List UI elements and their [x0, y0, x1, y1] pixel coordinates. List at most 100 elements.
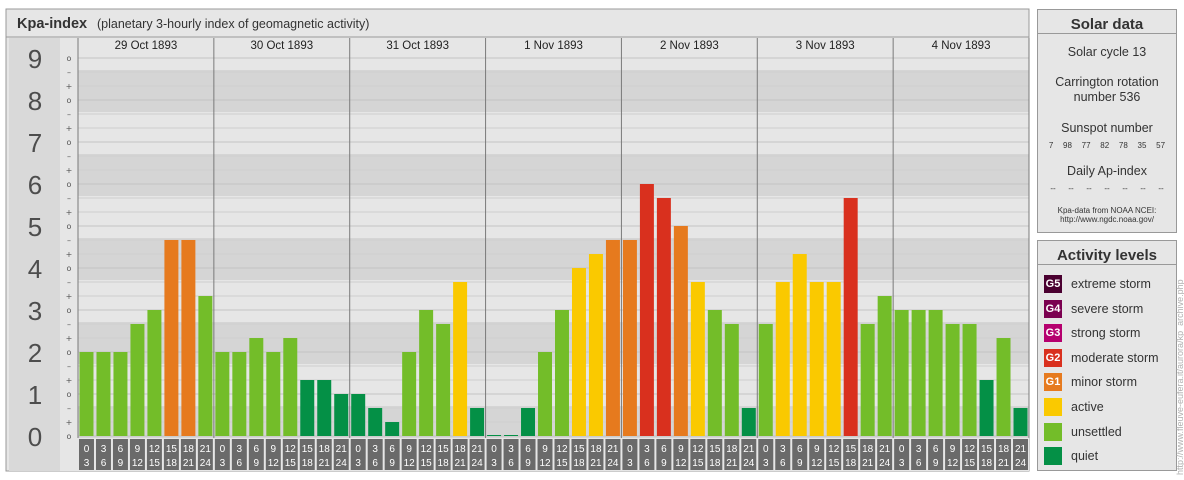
time-slot-start: 15 — [709, 444, 721, 455]
time-slot-box — [962, 439, 978, 470]
kp-bar — [979, 380, 994, 436]
y-axis-strip — [9, 38, 60, 471]
time-slot-start: 15 — [573, 444, 585, 455]
time-slot-box — [537, 439, 553, 470]
time-slot-box — [316, 439, 332, 470]
time-slot-end: 21 — [590, 458, 602, 469]
time-slot-box — [707, 439, 723, 470]
kp-bar — [368, 407, 383, 436]
day-label: 4 Nov 1893 — [932, 40, 991, 52]
legend-item: G2 moderate storm — [1044, 348, 1159, 368]
time-slot-start: 21 — [1015, 444, 1027, 455]
time-slot-end: 9 — [389, 458, 395, 469]
time-slot-box — [673, 439, 689, 470]
time-slot-start: 18 — [998, 444, 1010, 455]
y-subtick-label: – — [67, 152, 71, 161]
time-slot-end: 21 — [726, 458, 738, 469]
time-slot-box — [1013, 439, 1028, 470]
y-tick-label: 5 — [28, 212, 42, 242]
kp-bar — [724, 323, 739, 436]
kp-bar — [860, 323, 875, 436]
time-slot-start: 0 — [84, 444, 90, 455]
legend-swatch: G2 — [1044, 348, 1062, 367]
ap-value: -- — [1068, 184, 1074, 193]
time-slot-box — [588, 439, 604, 470]
legend-label: extreme storm — [1071, 277, 1151, 291]
daily-ap-values: -- -- -- -- -- -- -- — [1038, 184, 1176, 193]
time-slot-box — [656, 439, 672, 470]
kp-bar — [181, 239, 196, 436]
grid-band — [60, 38, 1029, 70]
time-slot-start: 3 — [508, 444, 514, 455]
time-slot-start: 12 — [149, 444, 161, 455]
time-slot-box — [401, 439, 417, 470]
time-slot-start: 12 — [828, 444, 840, 455]
sunspot-values: 7 98 77 82 78 35 57 — [1038, 141, 1176, 150]
time-slot-end: 3 — [491, 458, 497, 469]
time-slot-start: 12 — [285, 444, 297, 455]
time-slot-box — [452, 439, 468, 470]
legend-label: strong storm — [1071, 326, 1141, 341]
legend-swatch: G1 — [1044, 373, 1062, 392]
time-slot-start: 15 — [981, 444, 993, 455]
time-slot-end: 18 — [845, 458, 857, 469]
kp-bar — [758, 323, 773, 436]
y-subtick-label: + — [66, 292, 73, 301]
time-slot-end: 18 — [573, 458, 585, 469]
y-tick-label: 8 — [28, 86, 42, 116]
time-slot-end: 9 — [254, 458, 260, 469]
time-slot-end: 21 — [998, 458, 1010, 469]
time-slot-box — [605, 439, 621, 470]
y-tick-label: 6 — [28, 170, 42, 200]
y-subtick-label: + — [66, 208, 73, 217]
time-slot-box — [860, 439, 876, 470]
ap-value: -- — [1122, 184, 1128, 193]
solar-cycle: Solar cycle 13 — [1067, 45, 1147, 59]
time-slot-end: 24 — [472, 458, 484, 469]
time-slot-end: 21 — [455, 458, 467, 469]
time-slot-start: 21 — [879, 444, 891, 455]
time-slot-end: 6 — [508, 458, 514, 469]
kp-bar — [996, 338, 1011, 436]
time-slot-end: 21 — [183, 458, 195, 469]
kp-bar — [707, 310, 722, 436]
kp-bar — [113, 352, 128, 436]
grid-band — [60, 196, 1029, 238]
grid-band — [60, 154, 1029, 196]
y-subtick-label: – — [67, 278, 71, 287]
sunspot-title: Sunspot number — [1061, 121, 1153, 135]
sunspot-value: 78 — [1118, 141, 1128, 150]
y-tick-label: 9 — [28, 44, 42, 74]
kp-bar — [962, 323, 977, 436]
time-slot-start: 18 — [183, 444, 195, 455]
sunspot-value: 7 — [1048, 141, 1054, 150]
time-slot-start: 6 — [797, 444, 803, 455]
time-slot-end: 6 — [372, 458, 378, 469]
time-slot-end: 18 — [709, 458, 721, 469]
time-slot-box — [554, 439, 570, 470]
kp-bar — [249, 338, 264, 436]
kp-bar — [385, 422, 400, 436]
time-slot-box — [758, 439, 774, 470]
time-slot-box — [979, 439, 995, 470]
day-label: 1 Nov 1893 — [524, 40, 583, 52]
time-slot-start: 21 — [336, 444, 348, 455]
kp-bar — [843, 197, 858, 436]
time-slot-box — [911, 439, 927, 470]
kp-bar — [130, 323, 145, 436]
y-subtick-label: + — [66, 334, 73, 343]
time-slot-box — [299, 439, 315, 470]
y-subtick-label: + — [66, 166, 73, 175]
sunspot-value: 77 — [1081, 141, 1091, 150]
sunspot-value: 35 — [1137, 141, 1147, 150]
time-slot-start: 9 — [950, 444, 956, 455]
time-slot-end: 15 — [964, 458, 976, 469]
time-slot-start: 3 — [237, 444, 243, 455]
time-slot-start: 21 — [472, 444, 484, 455]
time-slot-box — [792, 439, 808, 470]
time-slot-end: 24 — [200, 458, 212, 469]
y-subtick-label: o — [67, 96, 72, 105]
activity-levels-panel: Activity levels G5 extreme storm G4 severe … — [1037, 240, 1177, 471]
kp-bar — [215, 352, 230, 436]
